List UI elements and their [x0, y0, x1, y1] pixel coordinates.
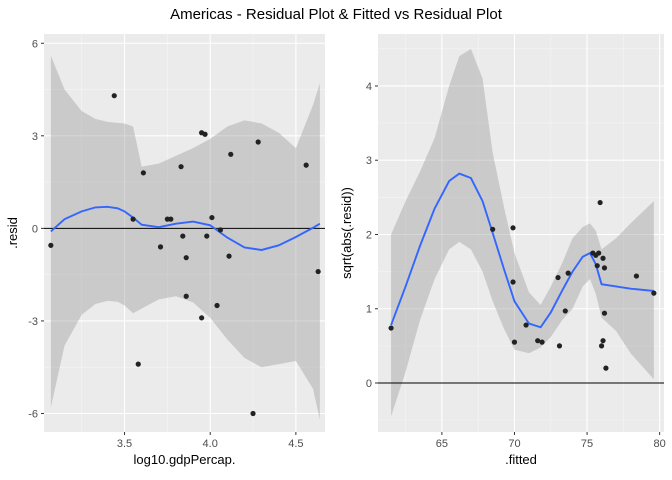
data-point	[217, 227, 224, 233]
confidence-band	[50, 55, 320, 420]
x-axis-title: .fitted	[505, 452, 537, 467]
fitted-vs-residual-panel: 65 70 75 80 0 1 2 3 4 .fitted sqrt(abs(.resid))	[339, 34, 666, 467]
data-point	[111, 93, 117, 99]
data-point	[594, 263, 600, 269]
y-tick-label: 6	[32, 38, 38, 50]
x-tick-label: 3.5	[117, 438, 132, 450]
data-point	[555, 274, 561, 281]
x-tick-label: 70	[508, 438, 520, 450]
data-point	[511, 339, 518, 345]
data-point	[228, 151, 234, 157]
y-tick-label: 1	[366, 304, 372, 316]
x-tick-label: 80	[654, 438, 666, 450]
chart-title: Americas - Residual Plot & Fitted vs Res…	[170, 6, 503, 23]
residual-plot-panel: 3.5 4.0 4.5 -6 -3 0 3 6 log10.gdpPercap. .resid	[5, 34, 325, 467]
data-point	[510, 225, 516, 231]
y-tick-label: 4	[366, 81, 372, 93]
data-point	[388, 325, 394, 331]
data-point	[600, 338, 606, 344]
data-point	[556, 343, 563, 349]
data-point	[178, 164, 184, 170]
y-tick-label: 3	[366, 155, 372, 167]
data-point	[523, 322, 529, 328]
data-point	[490, 226, 496, 232]
data-point	[226, 253, 232, 259]
y-axis-title: sqrt(abs(.resid))	[339, 187, 354, 279]
x-axis-title: log10.gdpPercap.	[134, 452, 236, 467]
y-tick-label: 0	[32, 223, 38, 235]
data-point	[250, 410, 256, 417]
y-tick-label: 0	[366, 378, 372, 390]
data-point	[202, 131, 208, 137]
y-tick-label: -3	[28, 316, 38, 328]
data-point	[535, 338, 541, 344]
data-point	[597, 199, 603, 206]
data-point	[596, 250, 602, 256]
data-point	[601, 265, 608, 271]
data-point	[157, 244, 164, 250]
data-point	[214, 302, 220, 309]
data-point	[651, 290, 657, 296]
y-axis-title: .resid	[5, 217, 20, 249]
data-point	[633, 273, 640, 279]
smooth-line	[390, 172, 654, 329]
x-tick-label: 4.0	[203, 438, 218, 450]
x-tick-label: 65	[436, 438, 448, 450]
data-point	[180, 233, 186, 239]
data-point	[598, 343, 605, 349]
x-tick-label: 75	[581, 438, 593, 450]
data-point	[510, 279, 516, 285]
confidence-band	[391, 48, 654, 417]
data-point	[315, 268, 321, 275]
smooth-line	[50, 205, 321, 251]
x-tick-label: 4.5	[288, 438, 303, 450]
panel-background	[44, 34, 325, 432]
y-tick-label: -6	[28, 408, 38, 420]
data-point	[601, 310, 608, 316]
data-point	[48, 242, 54, 248]
data-point	[539, 339, 545, 345]
data-point	[303, 162, 309, 168]
y-tick-label: 2	[366, 229, 372, 241]
data-point	[199, 315, 205, 321]
data-point	[603, 365, 609, 371]
data-point	[600, 255, 606, 261]
data-point	[183, 293, 189, 299]
data-point	[168, 216, 174, 222]
data-point	[140, 170, 146, 176]
data-point	[255, 139, 261, 145]
data-point	[209, 214, 215, 221]
data-point	[130, 216, 136, 222]
y-tick-label: 3	[32, 131, 38, 143]
data-point	[183, 255, 189, 261]
data-point	[565, 270, 571, 276]
data-point	[204, 233, 210, 239]
data-point	[562, 308, 568, 314]
data-point	[135, 361, 141, 367]
